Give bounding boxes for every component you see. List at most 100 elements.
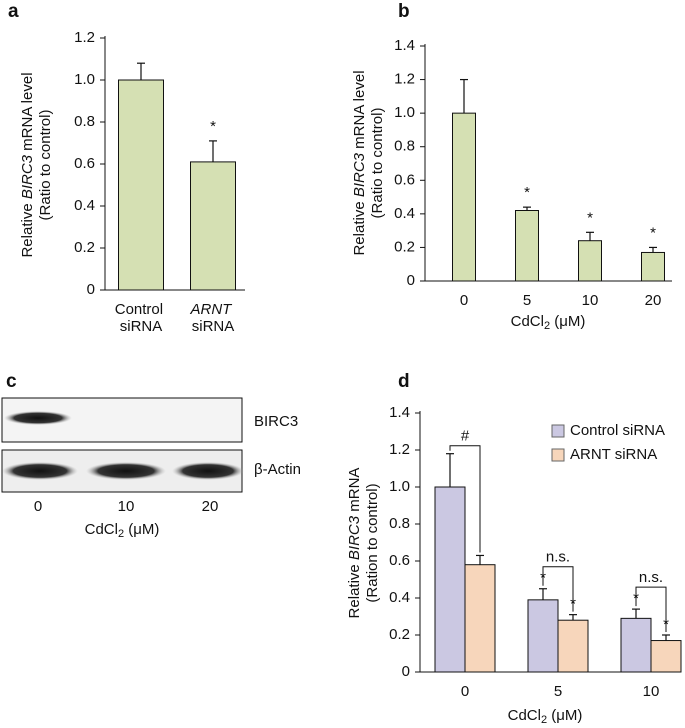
y-tick-label: 0.6 [74, 155, 95, 172]
panel-letter: d [398, 371, 410, 392]
y-tick-label: 0.4 [394, 205, 415, 222]
bracket [449, 445, 481, 553]
bracket-label: # [461, 428, 470, 445]
bar [464, 564, 496, 673]
y-tick-label: 0 [407, 272, 415, 289]
x-axis-label: CdCl2 (μM) [508, 707, 583, 726]
legend-swatch [551, 448, 565, 462]
bracket-label: n.s. [639, 569, 663, 586]
bracket [635, 586, 667, 632]
lane-label: 0 [34, 498, 42, 515]
y-tick-label: 0.8 [74, 113, 95, 130]
significance-mark: * [210, 118, 216, 135]
y-tick-label: 0.2 [394, 238, 415, 255]
y-tick-label: 1.0 [74, 71, 95, 88]
x-axis-label: CdCl2 (μM) [511, 313, 586, 332]
bar [527, 599, 559, 673]
panel-letter: a [8, 1, 19, 22]
panel-letter: c [6, 371, 17, 392]
label-part: Relative [351, 197, 368, 255]
label-part: mRNA level [19, 72, 36, 155]
bar [557, 619, 589, 673]
bar [118, 79, 164, 291]
bar [434, 486, 466, 673]
y-axis-label: Relative BIRC3 mRNA level [19, 72, 36, 257]
label-part: mRNA [346, 468, 363, 516]
band [172, 462, 244, 480]
label-part: CdCl [508, 707, 541, 724]
bar [650, 640, 682, 673]
x-tick-label: ARNT siRNA [190, 301, 236, 335]
panel-letter: b [398, 1, 410, 22]
label-part: Control [115, 301, 168, 318]
bar [515, 210, 539, 282]
lane-label: 10 [118, 498, 135, 515]
legend-label: Control siRNA [570, 422, 665, 439]
y-axis-label: Relative BIRC3 mRNA level [351, 70, 368, 255]
label-part: (μM) [547, 707, 582, 724]
band [2, 462, 78, 480]
label-part: siRNA [120, 318, 163, 335]
x-axis-label: CdCl2 (μM) [85, 521, 160, 540]
x-tick-label: 5 [554, 683, 562, 700]
band-label: BIRC3 [254, 413, 298, 430]
significance-mark: * [587, 209, 593, 226]
y-tick-label: 0 [87, 281, 95, 298]
label-part: (μM) [550, 313, 585, 330]
y-tick-label: 0.8 [394, 138, 415, 155]
x-tick-label: Control siRNA [115, 301, 168, 335]
label-part: 2 [541, 714, 547, 726]
label-part: CdCl [511, 313, 544, 330]
y-tick-label: 1.0 [389, 478, 410, 495]
label-part: (μM) [124, 521, 159, 538]
label-part: BIRC3 [19, 154, 36, 199]
x-tick-label: 5 [523, 292, 531, 309]
label-part: Relative [19, 199, 36, 257]
label-part: siRNA [192, 318, 235, 335]
x-tick-label: 20 [645, 292, 662, 309]
y-tick-label: 0.6 [394, 171, 415, 188]
x-tick-label: 0 [460, 292, 468, 309]
western-blot: c BIRC3 β-Actin 0 10 20 CdCl2 (μM) [1, 371, 301, 540]
bar [190, 161, 236, 291]
band [4, 411, 72, 425]
band-label: β-Actin [254, 461, 301, 478]
bracket-label: n.s. [546, 549, 570, 566]
label-part: BIRC3 [346, 515, 363, 560]
label-part: mRNA level [351, 70, 368, 153]
y-tick-label: 0.8 [389, 515, 410, 532]
label-part: 2 [544, 320, 550, 332]
y-tick-label: 1.4 [389, 404, 410, 421]
label-part: 2 [118, 528, 124, 540]
label-part: BIRC3 [351, 152, 368, 197]
y-axis-label: (Ration to control) [364, 483, 381, 602]
y-tick-label: 1.2 [394, 71, 415, 88]
y-tick-label: 1.0 [394, 104, 415, 121]
significance-mark: * [650, 224, 656, 241]
x-tick-label: 0 [461, 683, 469, 700]
bracket [542, 566, 574, 612]
y-tick-label: 0.2 [74, 239, 95, 256]
y-tick-label: 1.2 [74, 29, 95, 46]
bar [578, 240, 602, 282]
bar [452, 112, 476, 282]
label-part: Relative [346, 560, 363, 618]
legend-swatch [551, 424, 565, 438]
y-tick-label: 1.2 [389, 441, 410, 458]
label-part: ARNT [190, 301, 236, 318]
x-tick-label: 10 [643, 683, 660, 700]
y-axis-label: Relative BIRC3 mRNA [346, 468, 363, 619]
y-tick-label: 1.4 [394, 37, 415, 54]
lane-label: 20 [202, 498, 219, 515]
y-tick-label: 0.6 [389, 552, 410, 569]
legend-label: ARNT siRNA [570, 446, 657, 463]
y-axis-label: (Ratio to control) [369, 108, 386, 219]
y-tick-label: 0.4 [74, 197, 95, 214]
y-tick-label: 0.2 [389, 626, 410, 643]
x-tick-label: 10 [582, 292, 599, 309]
bar [620, 617, 652, 673]
y-tick-label: 0 [402, 663, 410, 680]
bar [641, 251, 665, 282]
y-axis-label: (Ratio to control) [37, 110, 54, 221]
